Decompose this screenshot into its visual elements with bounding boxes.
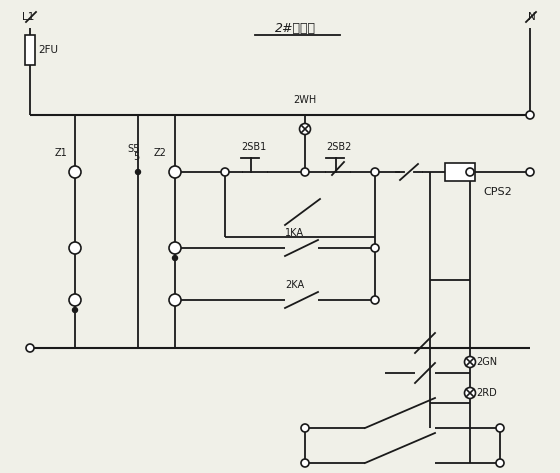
Circle shape bbox=[466, 168, 474, 176]
Bar bbox=[445, 163, 475, 181]
Text: ③: ③ bbox=[71, 244, 79, 253]
Circle shape bbox=[301, 168, 309, 176]
Circle shape bbox=[69, 242, 81, 254]
Text: ⑩: ⑩ bbox=[171, 296, 179, 305]
Circle shape bbox=[464, 357, 475, 368]
Circle shape bbox=[169, 294, 181, 306]
Circle shape bbox=[172, 255, 178, 261]
Text: 2WH: 2WH bbox=[293, 95, 316, 105]
Circle shape bbox=[136, 169, 141, 175]
Text: ④: ④ bbox=[171, 244, 179, 253]
Circle shape bbox=[371, 296, 379, 304]
Text: 2SB1: 2SB1 bbox=[241, 142, 266, 152]
Text: S5: S5 bbox=[128, 144, 140, 154]
Text: 2RD: 2RD bbox=[476, 388, 497, 398]
Text: Z1: Z1 bbox=[54, 148, 67, 158]
Circle shape bbox=[526, 111, 534, 119]
Circle shape bbox=[496, 424, 504, 432]
Circle shape bbox=[371, 244, 379, 252]
Circle shape bbox=[72, 307, 77, 313]
Text: 5: 5 bbox=[133, 152, 139, 162]
Circle shape bbox=[464, 387, 475, 398]
Text: ⑲: ⑲ bbox=[72, 167, 77, 176]
Text: 2GN: 2GN bbox=[476, 357, 497, 367]
Circle shape bbox=[221, 168, 229, 176]
Text: ⑨: ⑨ bbox=[71, 296, 79, 305]
Circle shape bbox=[526, 168, 534, 176]
Circle shape bbox=[169, 166, 181, 178]
Circle shape bbox=[69, 294, 81, 306]
Circle shape bbox=[69, 166, 81, 178]
Bar bbox=[25, 35, 35, 65]
Circle shape bbox=[301, 424, 309, 432]
Circle shape bbox=[301, 459, 309, 467]
Text: CPS2: CPS2 bbox=[483, 187, 512, 197]
Text: 2#泵控制: 2#泵控制 bbox=[274, 21, 315, 35]
Text: L1: L1 bbox=[22, 12, 34, 22]
Text: 2FU: 2FU bbox=[38, 45, 58, 55]
Text: 2KA: 2KA bbox=[285, 280, 304, 290]
Circle shape bbox=[26, 344, 34, 352]
Text: ⑳: ⑳ bbox=[172, 167, 178, 176]
Text: Z2: Z2 bbox=[154, 148, 167, 158]
Circle shape bbox=[169, 242, 181, 254]
Text: 1KA: 1KA bbox=[285, 228, 304, 238]
Text: N: N bbox=[528, 12, 536, 22]
Circle shape bbox=[371, 168, 379, 176]
Text: 2SB2: 2SB2 bbox=[326, 142, 351, 152]
Circle shape bbox=[300, 123, 310, 134]
Circle shape bbox=[496, 459, 504, 467]
